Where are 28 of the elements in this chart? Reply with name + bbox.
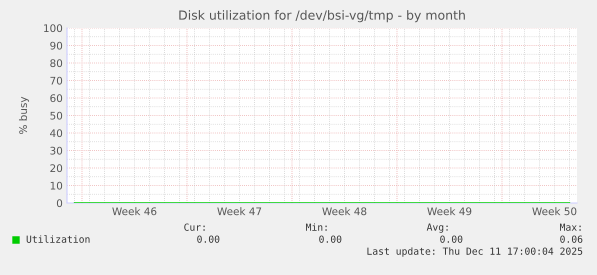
text: Min: bbox=[306, 223, 327, 231]
text: 0.00 bbox=[319, 235, 342, 243]
text: 0.06 bbox=[560, 235, 582, 243]
text: Avg: bbox=[426, 224, 448, 233]
y-tick-label: 0 bbox=[56, 199, 62, 208]
x-tick-label: Week 47 bbox=[217, 207, 262, 216]
y-tick-label: 70 bbox=[50, 76, 62, 85]
y-tick-label: 40 bbox=[50, 129, 62, 138]
chart-title: Disk utilization for /dev/bsi-vg/tmp - by month bbox=[179, 10, 465, 22]
text: Last update: Thu Dec 11 17:00:04 2025 bbox=[367, 247, 582, 257]
y-tick-label: 60 bbox=[50, 94, 62, 102]
legend-label: Utilization bbox=[26, 235, 90, 243]
y-tick-label: 100 bbox=[44, 24, 62, 32]
y-tick-label: 50 bbox=[50, 112, 62, 120]
x-tick-label: Week 46 bbox=[112, 207, 156, 216]
y-tick-label: 80 bbox=[50, 59, 62, 68]
y-tick-label: 10 bbox=[50, 182, 62, 190]
x-tick-label: Week 50 bbox=[532, 207, 576, 216]
x-tick-label: Week 48 bbox=[322, 207, 366, 216]
y-tick-label: 90 bbox=[50, 42, 62, 50]
x-tick-label: Week 49 bbox=[427, 207, 472, 216]
text: Cur: bbox=[184, 223, 205, 231]
text: 0.00 bbox=[197, 235, 220, 243]
text: 0.00 bbox=[440, 235, 462, 243]
y-tick-label: 20 bbox=[50, 164, 62, 172]
y-tick-label: 30 bbox=[50, 146, 62, 155]
text: Max: bbox=[560, 224, 581, 231]
y-axis-title: % busy bbox=[18, 96, 30, 134]
